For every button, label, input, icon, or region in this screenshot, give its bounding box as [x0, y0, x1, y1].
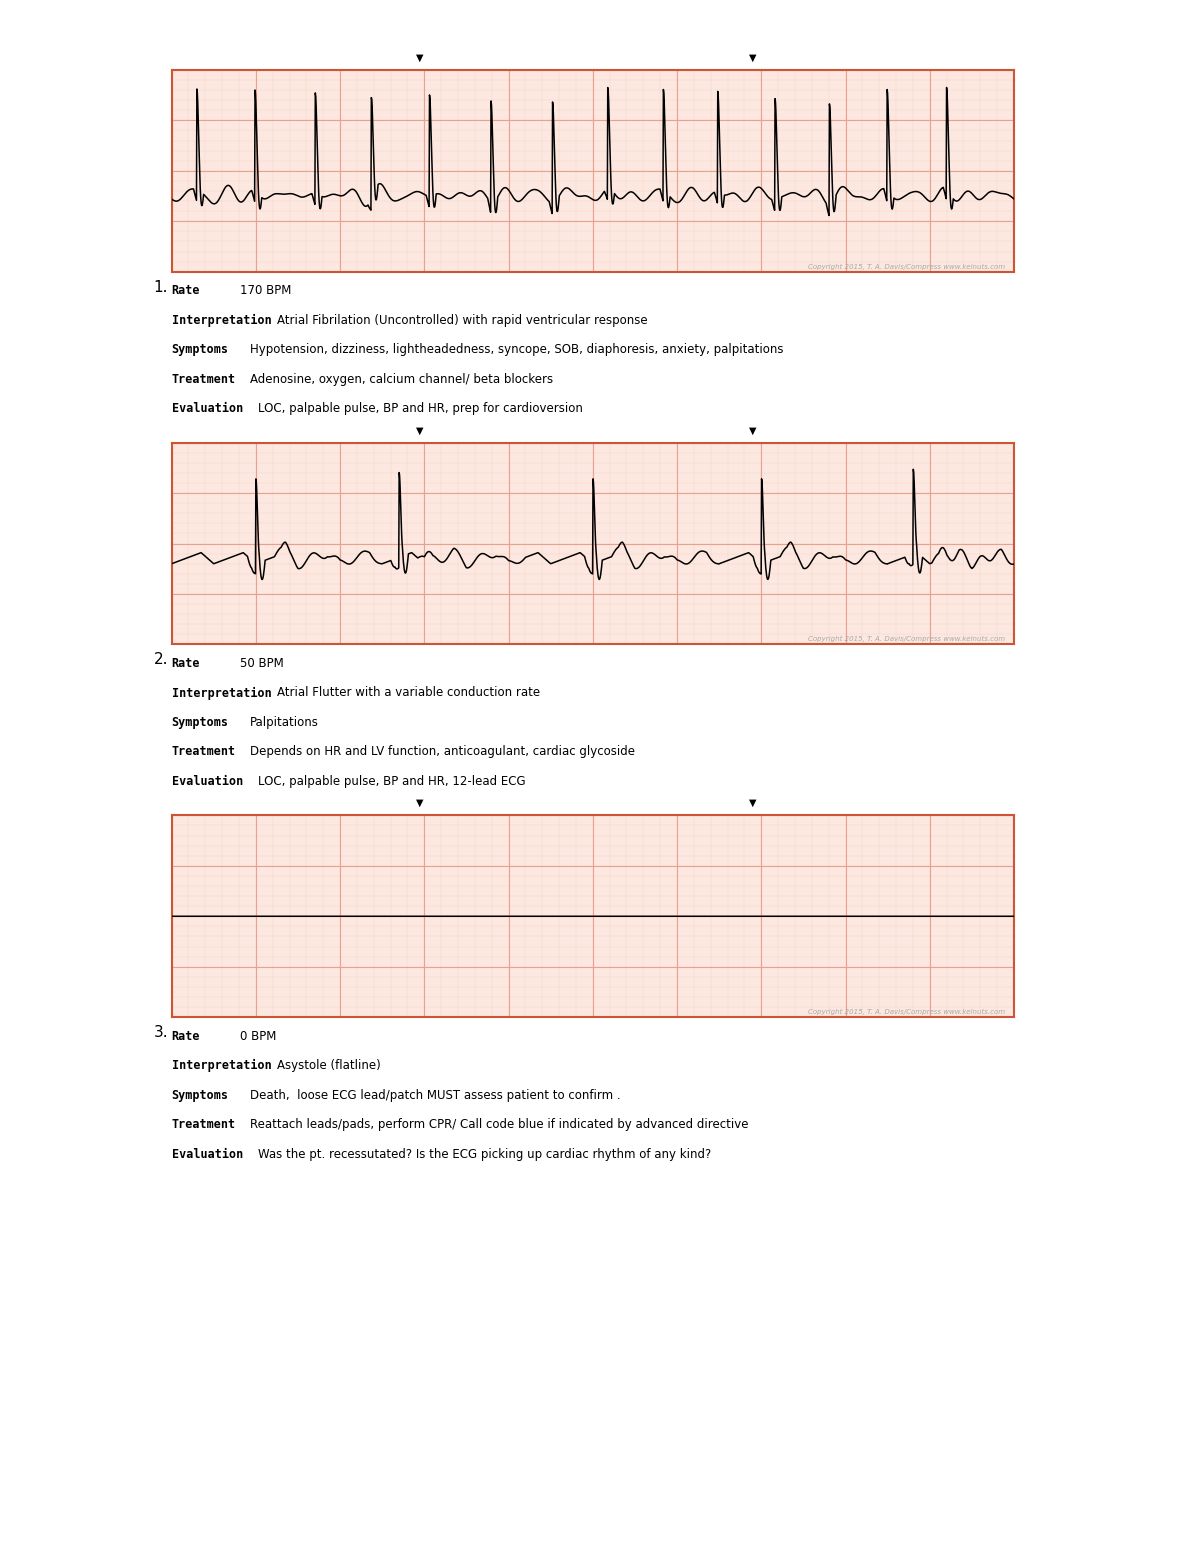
- Text: Rate: Rate: [172, 284, 200, 297]
- Text: 2.: 2.: [154, 652, 168, 668]
- Text: 50 BPM: 50 BPM: [240, 657, 283, 669]
- Text: ▼: ▼: [416, 53, 424, 62]
- Text: Interpretation: Interpretation: [172, 1059, 271, 1072]
- Text: Copyright 2015, T. A. Davis/Compress www.kelnuts.com: Copyright 2015, T. A. Davis/Compress www…: [809, 264, 1006, 270]
- Text: Palpitations: Palpitations: [250, 716, 318, 728]
- Text: ▼: ▼: [416, 426, 424, 435]
- Text: Depends on HR and LV function, anticoagulant, cardiac glycoside: Depends on HR and LV function, anticoagu…: [250, 745, 635, 758]
- Text: Hypotension, dizziness, lightheadedness, syncope, SOB, diaphoresis, anxiety, pal: Hypotension, dizziness, lightheadedness,…: [250, 343, 784, 356]
- Text: ▼: ▼: [749, 798, 757, 808]
- Text: Evaluation: Evaluation: [172, 402, 242, 415]
- Text: Symptoms: Symptoms: [172, 343, 228, 356]
- Text: Asystole (flatline): Asystole (flatline): [277, 1059, 380, 1072]
- Text: Interpretation: Interpretation: [172, 314, 271, 326]
- Text: Was the pt. recessutated? Is the ECG picking up cardiac rhythm of any kind?: Was the pt. recessutated? Is the ECG pic…: [258, 1148, 712, 1160]
- Text: ▼: ▼: [749, 53, 757, 62]
- Text: Adenosine, oxygen, calcium channel/ beta blockers: Adenosine, oxygen, calcium channel/ beta…: [250, 373, 553, 385]
- Text: Treatment: Treatment: [172, 745, 235, 758]
- Text: 3.: 3.: [154, 1025, 168, 1041]
- Text: 170 BPM: 170 BPM: [240, 284, 292, 297]
- Text: Symptoms: Symptoms: [172, 716, 228, 728]
- Text: Treatment: Treatment: [172, 373, 235, 385]
- Text: LOC, palpable pulse, BP and HR, 12-lead ECG: LOC, palpable pulse, BP and HR, 12-lead …: [258, 775, 526, 787]
- Text: ▼: ▼: [416, 798, 424, 808]
- Text: Atrial Fibrilation (Uncontrolled) with rapid ventricular response: Atrial Fibrilation (Uncontrolled) with r…: [277, 314, 648, 326]
- Text: Rate: Rate: [172, 1030, 200, 1042]
- Text: Reattach leads/pads, perform CPR/ Call code blue if indicated by advanced direct: Reattach leads/pads, perform CPR/ Call c…: [250, 1118, 748, 1131]
- Text: ▼: ▼: [749, 426, 757, 435]
- Text: Atrial Flutter with a variable conduction rate: Atrial Flutter with a variable conductio…: [277, 686, 540, 699]
- Text: Death,  loose ECG lead/patch MUST assess patient to confirm .: Death, loose ECG lead/patch MUST assess …: [250, 1089, 620, 1101]
- Text: 1.: 1.: [154, 280, 168, 295]
- Text: Rate: Rate: [172, 657, 200, 669]
- Text: 0 BPM: 0 BPM: [240, 1030, 276, 1042]
- Text: Symptoms: Symptoms: [172, 1089, 228, 1101]
- Text: Interpretation: Interpretation: [172, 686, 271, 699]
- Text: Evaluation: Evaluation: [172, 1148, 242, 1160]
- Text: Treatment: Treatment: [172, 1118, 235, 1131]
- Text: Copyright 2015, T. A. Davis/Compress www.kelnuts.com: Copyright 2015, T. A. Davis/Compress www…: [809, 1009, 1006, 1016]
- Text: LOC, palpable pulse, BP and HR, prep for cardioversion: LOC, palpable pulse, BP and HR, prep for…: [258, 402, 583, 415]
- Text: Copyright 2015, T. A. Davis/Compress www.kelnuts.com: Copyright 2015, T. A. Davis/Compress www…: [809, 637, 1006, 643]
- Text: Evaluation: Evaluation: [172, 775, 242, 787]
